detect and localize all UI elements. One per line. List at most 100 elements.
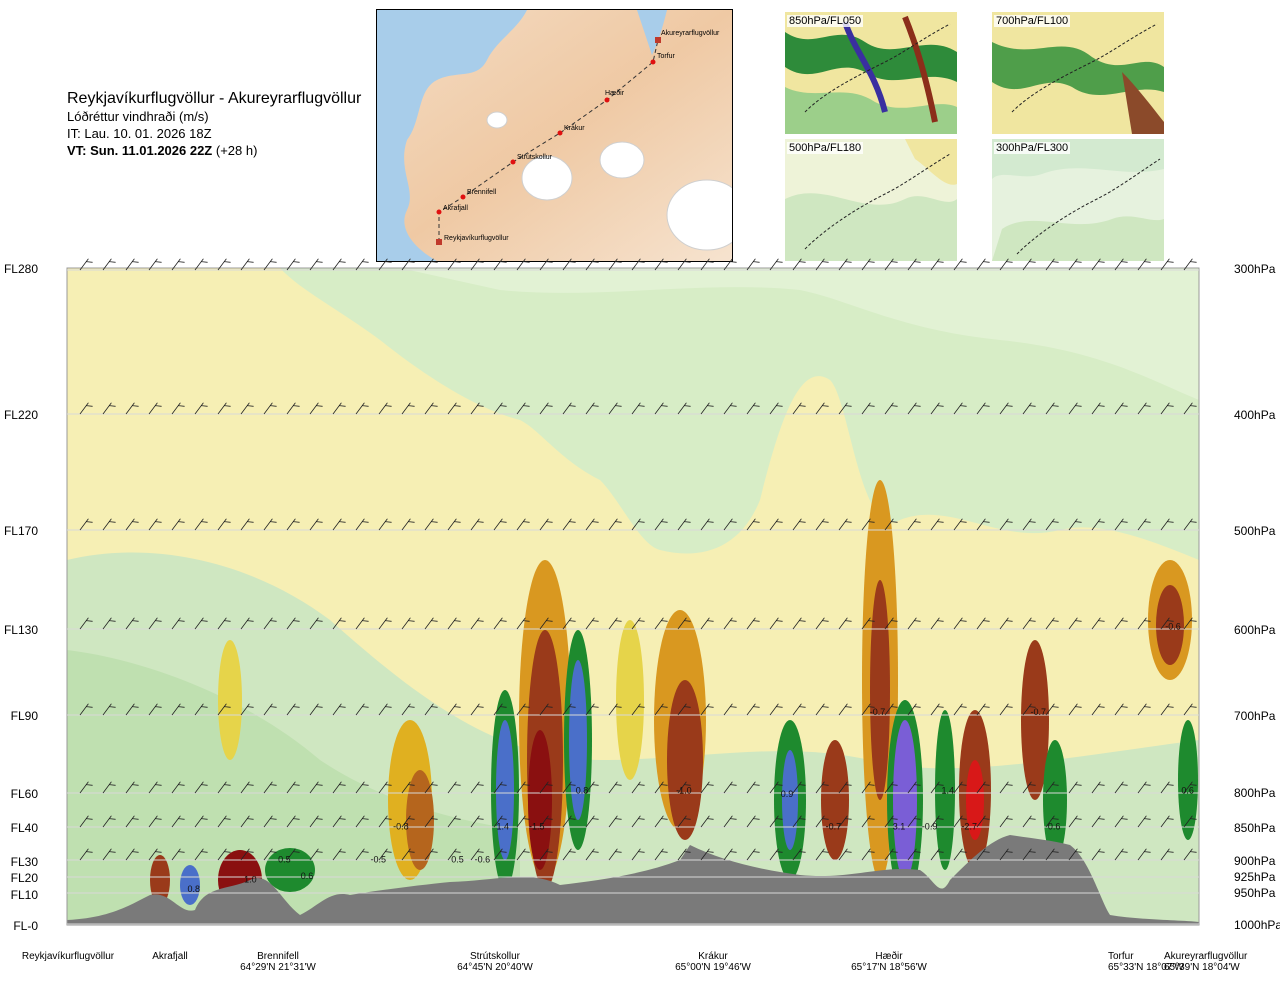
wind-barb bbox=[148, 518, 162, 531]
wind-barb bbox=[493, 703, 507, 716]
station-name: Krákur bbox=[698, 951, 728, 962]
wind-barb bbox=[516, 703, 530, 716]
wind-barb bbox=[746, 848, 760, 861]
wind-barb bbox=[930, 703, 944, 716]
contour-value-label: 3.1 bbox=[893, 822, 906, 832]
wind-barb bbox=[148, 781, 162, 794]
level-map-700-label: 700hPa/FL100 bbox=[994, 15, 1071, 27]
wind-barb bbox=[769, 848, 783, 861]
wind-barb bbox=[585, 258, 599, 271]
fl-label-fl10: FL10 bbox=[10, 888, 38, 902]
wind-barb bbox=[493, 258, 507, 271]
wind-barb bbox=[976, 617, 990, 630]
wind-barb bbox=[884, 518, 898, 531]
wind-barb bbox=[217, 258, 231, 271]
wind-barb bbox=[263, 703, 277, 716]
wind-barb bbox=[930, 518, 944, 531]
wind-barb bbox=[700, 703, 714, 716]
wind-barb bbox=[953, 848, 967, 861]
wind-barb bbox=[631, 781, 645, 794]
station-name: Torfur bbox=[1108, 951, 1134, 962]
station-name: Reykjavíkurflugvöllur bbox=[21, 951, 115, 962]
wind-barb bbox=[861, 703, 875, 716]
wind-barb bbox=[654, 258, 668, 271]
wind-barb bbox=[1091, 258, 1105, 271]
fl-label-fl20: FL20 bbox=[10, 871, 38, 885]
waypoint-krakur-marker bbox=[557, 130, 563, 136]
contour-value-label: -0.6 bbox=[1165, 621, 1181, 631]
sea-west bbox=[377, 10, 527, 261]
wind-barb bbox=[562, 617, 576, 630]
wind-barb bbox=[493, 402, 507, 415]
contour-value-label: 0.5 bbox=[278, 855, 291, 865]
contour-value-label: -1.0 bbox=[676, 786, 692, 796]
wind-barb bbox=[562, 518, 576, 531]
wind-barb bbox=[79, 617, 93, 630]
waypoint-reykjavik-marker bbox=[436, 239, 442, 245]
wind-barb bbox=[1045, 402, 1059, 415]
wind-barb bbox=[1068, 258, 1082, 271]
contour-value-label: 0.8 bbox=[188, 884, 201, 894]
wind-barb bbox=[539, 781, 553, 794]
wind-barb bbox=[1068, 518, 1082, 531]
fl-label-fl280: FL280 bbox=[3, 262, 38, 276]
wind-barb bbox=[1022, 617, 1036, 630]
wind-barb bbox=[171, 258, 185, 271]
wind-barb bbox=[286, 781, 300, 794]
station-name: Akureyrarflugvöllur bbox=[1164, 951, 1248, 962]
wind-barb bbox=[608, 781, 622, 794]
wind-barb bbox=[102, 703, 116, 716]
wind-barb bbox=[838, 617, 852, 630]
contour-value-label: -2.7 bbox=[961, 822, 977, 832]
wind-barb bbox=[1114, 781, 1128, 794]
station-coord: 65°39'N 18°04'W bbox=[1164, 962, 1240, 973]
wind-barb bbox=[1137, 617, 1151, 630]
wind-barb bbox=[470, 402, 484, 415]
wind-barb bbox=[907, 815, 921, 828]
issue-time: IT: Lau. 10. 01. 2026 18Z bbox=[67, 126, 212, 141]
wind-barb bbox=[194, 703, 208, 716]
wind-barb bbox=[194, 617, 208, 630]
wind-barb bbox=[332, 703, 346, 716]
wind-barb bbox=[654, 848, 668, 861]
wind-barb bbox=[769, 703, 783, 716]
wind-barb bbox=[401, 518, 415, 531]
wind-barb bbox=[792, 258, 806, 271]
wind-barb bbox=[194, 781, 208, 794]
wind-barb bbox=[815, 815, 829, 828]
hpa-label-850: 850hPa bbox=[1234, 821, 1276, 835]
wind-barb bbox=[1091, 848, 1105, 861]
wind-barb bbox=[907, 781, 921, 794]
wind-barb bbox=[884, 848, 898, 861]
wind-barb bbox=[769, 815, 783, 828]
wind-barb bbox=[378, 518, 392, 531]
wind-barb bbox=[1068, 815, 1082, 828]
station-coord: 65°17'N 18°56'W bbox=[851, 962, 927, 973]
map-label-akureyri: Akureyrarflugvöllur bbox=[661, 30, 720, 37]
wind-barb bbox=[1114, 402, 1128, 415]
route-line bbox=[438, 39, 659, 242]
map-label-krakur: Krákur bbox=[564, 125, 585, 132]
wind-barb bbox=[746, 258, 760, 271]
glacier-3 bbox=[666, 179, 732, 251]
wind-barb bbox=[493, 617, 507, 630]
wind-barb bbox=[493, 848, 507, 861]
wind-barb bbox=[378, 781, 392, 794]
wind-barb bbox=[723, 617, 737, 630]
wind-barb bbox=[240, 518, 254, 531]
route-waypoints bbox=[436, 37, 661, 245]
wind-barb bbox=[1160, 848, 1174, 861]
wind-barb bbox=[401, 848, 415, 861]
wind-barb bbox=[723, 815, 737, 828]
plume-25 bbox=[1043, 740, 1067, 860]
wind-barb bbox=[861, 781, 875, 794]
wind-barb bbox=[654, 703, 668, 716]
wind-barb bbox=[1137, 402, 1151, 415]
wind-barb bbox=[1091, 815, 1105, 828]
wind-barb bbox=[424, 258, 438, 271]
wind-barb bbox=[838, 848, 852, 861]
wind-barb bbox=[286, 703, 300, 716]
level-grid-lines bbox=[67, 269, 1199, 925]
wind-barb bbox=[631, 402, 645, 415]
wind-barb bbox=[884, 258, 898, 271]
